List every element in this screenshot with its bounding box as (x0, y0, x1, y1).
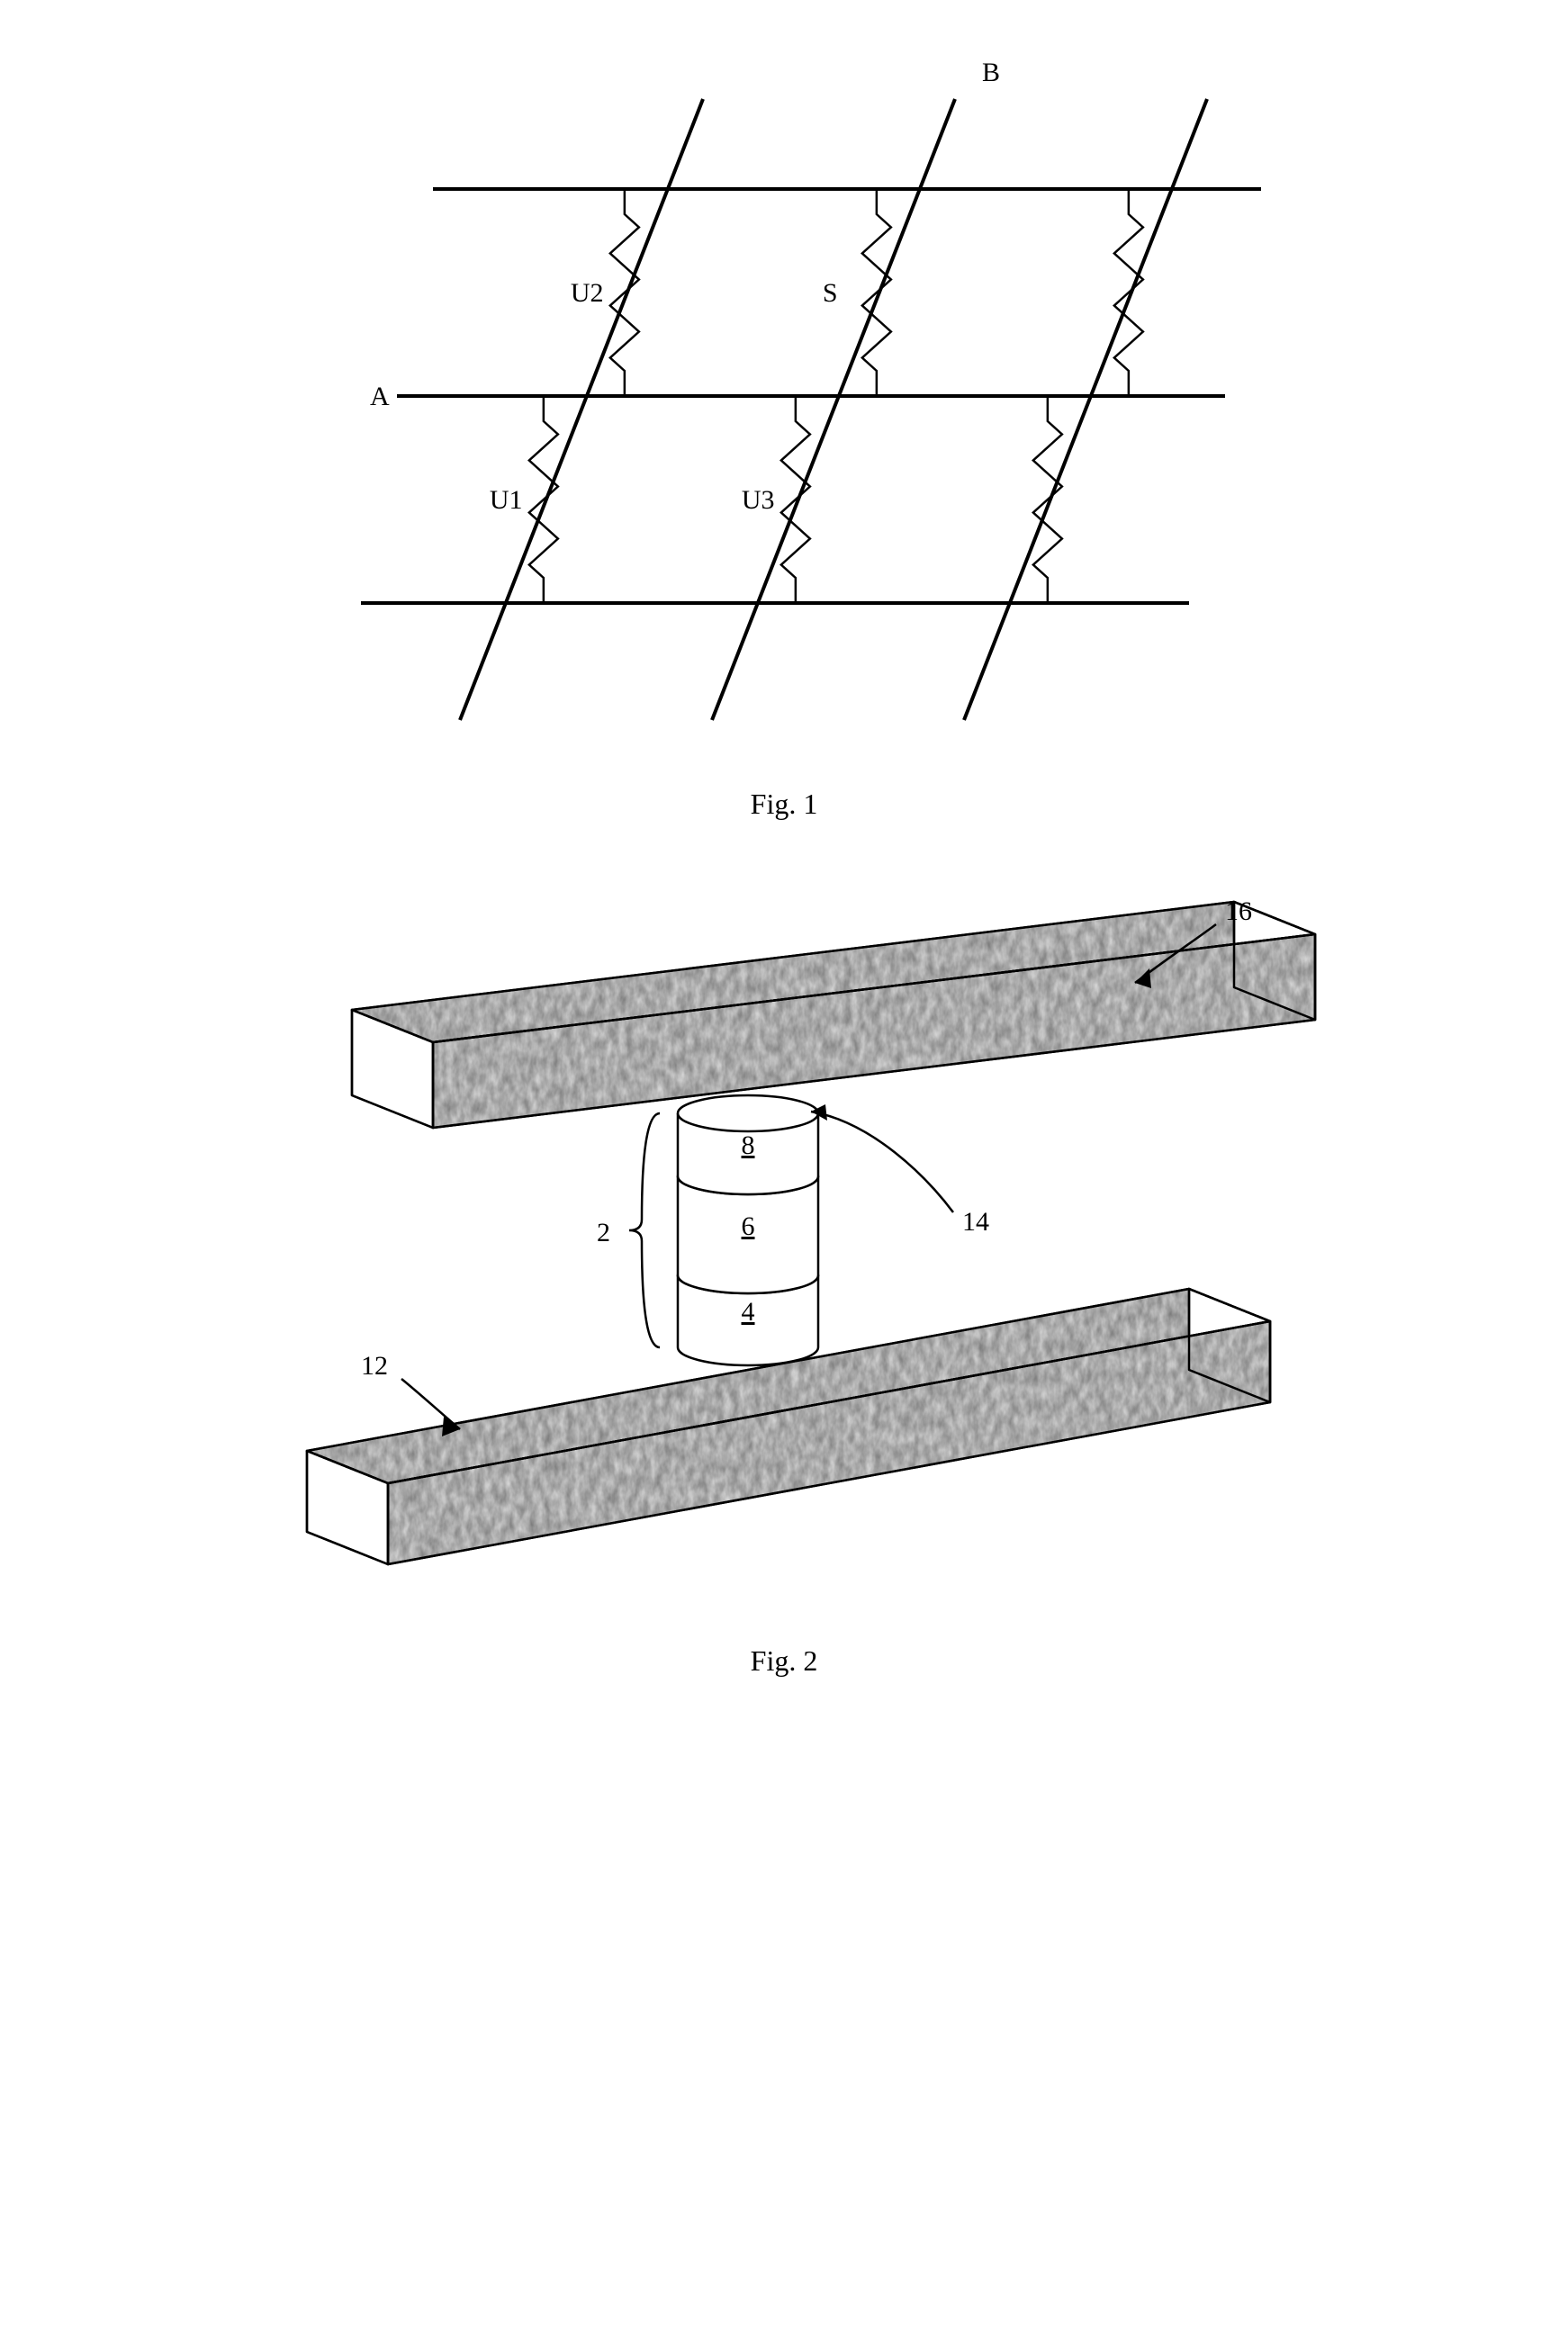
resistor (610, 189, 639, 396)
resistor (529, 396, 558, 603)
cyl-layer-4-label: 4 (742, 1297, 755, 1327)
resistor-label: U3 (742, 485, 775, 515)
label-12: 12 (361, 1351, 388, 1381)
leader-12 (401, 1379, 460, 1429)
label-a: A (370, 382, 390, 411)
label-14: 14 (962, 1207, 989, 1237)
fig1-svg: U2 S U1 U3 A B (289, 36, 1279, 756)
fig1-caption: Fig. 1 (289, 788, 1279, 821)
fig2-caption: Fig. 2 (244, 1644, 1324, 1678)
cyl-layer-8-top (678, 1095, 818, 1131)
cyl-layer-8-label: 8 (742, 1130, 755, 1160)
resistor (1114, 189, 1143, 396)
brace (629, 1113, 660, 1347)
cyl-layer-6-label: 6 (742, 1211, 755, 1241)
resistor (862, 189, 891, 396)
diag-line (712, 99, 955, 720)
resistor (781, 396, 810, 603)
resistor (1033, 396, 1062, 603)
resistor-label: U2 (571, 278, 604, 308)
diag-line (460, 99, 703, 720)
leader-14 (811, 1112, 953, 1212)
figure-1: U2 S U1 U3 A B Fig. 1 (289, 36, 1279, 821)
fig2-svg: 4 6 8 2 14 16 12 (244, 875, 1324, 1613)
diag-line (964, 99, 1207, 720)
label-16: 16 (1225, 896, 1252, 926)
label-b: B (982, 58, 1000, 87)
resistor-label: S (823, 278, 838, 308)
figure-2: 4 6 8 2 14 16 12 Fig. 2 (244, 875, 1324, 1678)
label-2: 2 (597, 1218, 610, 1247)
resistor-label: U1 (490, 485, 523, 515)
